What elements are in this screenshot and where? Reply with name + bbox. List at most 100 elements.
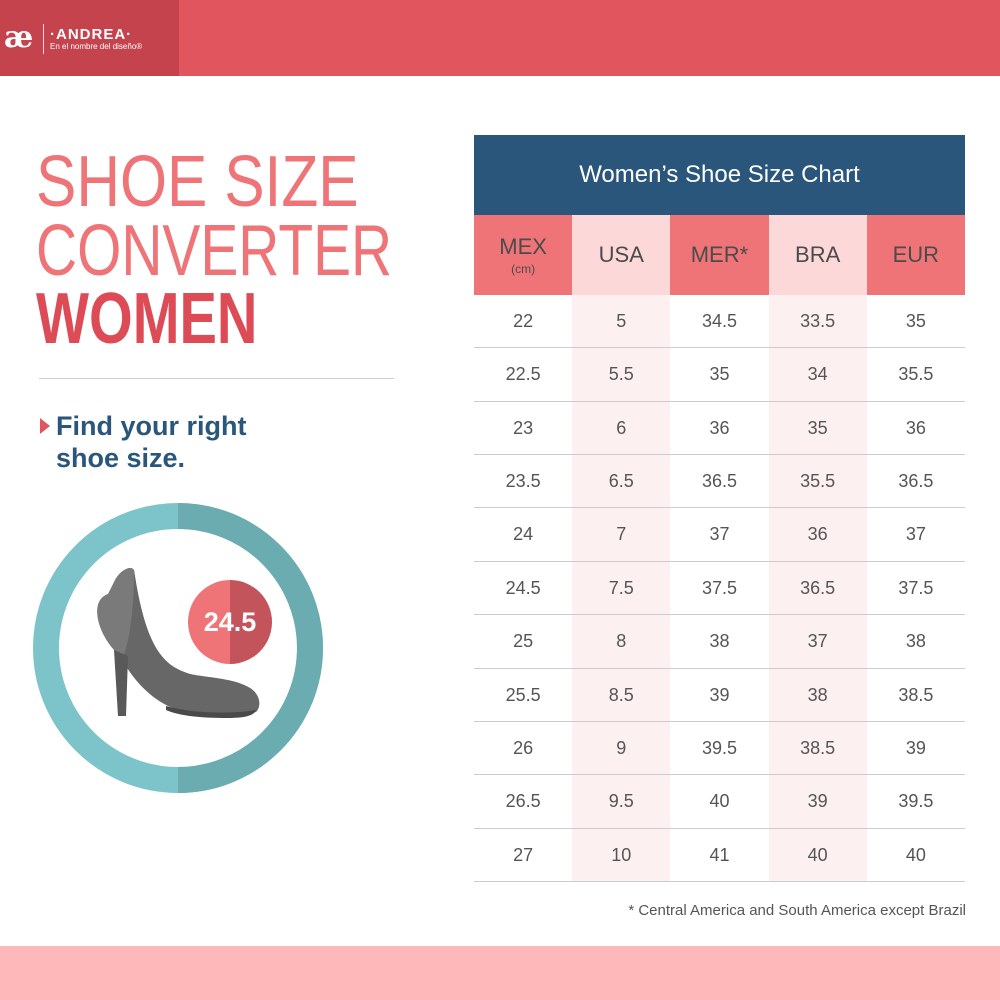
chart-body: 22 5 34.5 33.5 35 22.5 5.5 35 34 35.5 23 6 36 35 36 23.…	[474, 295, 965, 882]
table-cell: 26.5	[505, 791, 541, 812]
header-usa: USA	[572, 215, 671, 295]
table-cell: 27	[513, 844, 534, 865]
table-cell: 37	[905, 524, 926, 545]
header-mex: MEX (cm)	[474, 215, 573, 295]
table-cell: 37.5	[898, 577, 934, 598]
table-cell: 35.5	[800, 471, 836, 492]
table-cell: 23	[513, 417, 534, 438]
header-label: BRA	[795, 242, 841, 267]
table-cell: 33.5	[800, 311, 836, 331]
title-divider	[39, 378, 394, 379]
table-cell: 35	[709, 364, 730, 385]
brand-tagline: En el nombre del diseño®	[50, 42, 143, 51]
table-cell: 38	[807, 684, 828, 705]
header-label: EUR	[892, 242, 940, 267]
table-cell: 35	[807, 417, 828, 438]
table-cell: 34	[807, 364, 828, 385]
find-size-text: Find your right shoe size.	[56, 411, 247, 473]
table-cell: 39	[709, 684, 730, 705]
table-cell: 39.5	[898, 791, 934, 812]
table-cell: 9.5	[608, 791, 634, 812]
size-chart: Women’s Shoe Size Chart MEX (cm) USA MER…	[474, 135, 965, 882]
brand-name: ·ANDREA·	[50, 26, 133, 43]
chart-header-row: MEX (cm) USA MER* BRA EUR	[474, 215, 965, 295]
brand-logo[interactable]: æ ·ANDREA· En el nombre del diseño®	[0, 0, 179, 76]
table-row: 23.5 6.5 36.5 35.5 36.5	[474, 455, 965, 509]
header-eur: EUR	[866, 215, 965, 295]
table-cell: 22.5	[505, 364, 541, 385]
table-cell: 36	[807, 524, 828, 545]
table-cell: 10	[611, 844, 632, 865]
header-bra: BRA	[768, 215, 867, 295]
table-cell: 38.5	[800, 737, 836, 758]
table-row: 22 5 34.5 33.5 35	[474, 295, 965, 349]
table-cell: 37	[709, 524, 730, 545]
table-cell: 38	[709, 631, 730, 652]
table-cell: 37.5	[701, 577, 737, 598]
table-cell: 41	[709, 844, 730, 865]
size-ring	[33, 503, 323, 793]
table-cell: 7	[616, 524, 627, 545]
logo-divider	[43, 24, 44, 54]
header-mer: MER*	[670, 215, 769, 295]
table-cell: 8.5	[608, 684, 634, 705]
table-row: 25.5 8.5 39 38 38.5	[474, 669, 965, 722]
table-cell: 36.5	[898, 471, 934, 492]
table-cell: 9	[616, 737, 627, 758]
table-cell: 25.5	[505, 684, 541, 705]
badge-value: 24.5	[203, 607, 257, 637]
title-line-1: SHOE SIZE	[36, 142, 359, 222]
header-label: MEX	[499, 234, 547, 259]
table-cell: 36	[905, 417, 926, 438]
table-cell: 6	[616, 417, 627, 438]
title-line-2: CONVERTER	[36, 211, 393, 291]
table-row: 23 6 36 35 36	[474, 402, 965, 456]
table-cell: 37	[807, 631, 828, 652]
brand-mark-icon: æ	[4, 20, 33, 55]
title-line-3: WOMEN	[36, 279, 258, 359]
table-row: 24.5 7.5 37.5 36.5 37.5	[474, 562, 965, 616]
table-cell: 39.5	[701, 737, 737, 758]
table-cell: 36	[709, 417, 730, 438]
table-cell: 25	[513, 631, 534, 652]
table-row: 26.5 9.5 40 39 39.5	[474, 775, 965, 829]
table-row: 27 10 41 40 40	[474, 829, 965, 882]
table-cell: 5	[616, 311, 627, 331]
table-cell: 38	[905, 631, 926, 652]
table-cell: 22	[513, 311, 534, 331]
header-label: MER*	[690, 242, 749, 267]
table-row: 26 9 39.5 38.5 39	[474, 722, 965, 776]
table-cell: 35	[905, 311, 926, 331]
chart-title: Women’s Shoe Size Chart	[474, 135, 965, 215]
table-cell: 8	[616, 631, 627, 652]
header-label: USA	[598, 242, 644, 267]
table-cell: 6.5	[608, 471, 634, 492]
top-bar: æ ·ANDREA· En el nombre del diseño®	[0, 0, 1000, 76]
table-cell: 23.5	[505, 471, 541, 492]
table-row: 24 7 37 36 37	[474, 508, 965, 562]
table-cell: 36.5	[701, 471, 737, 492]
table-cell: 35.5	[898, 364, 934, 385]
table-cell: 26	[513, 737, 534, 758]
table-cell: 36.5	[800, 577, 836, 598]
table-cell: 5.5	[608, 364, 634, 385]
table-cell: 38.5	[898, 684, 934, 705]
table-cell: 34.5	[701, 311, 737, 331]
table-cell: 39	[905, 737, 926, 758]
table-cell: 24	[513, 524, 534, 545]
usa-column-stripe	[572, 295, 671, 882]
table-cell: 40	[807, 844, 828, 865]
table-row: 25 8 38 37 38	[474, 615, 965, 669]
bra-column-stripe	[768, 295, 867, 882]
footnote: * Central America and South America exce…	[628, 902, 966, 919]
ring-right-half	[177, 503, 323, 793]
table-row: 22.5 5.5 35 34 35.5	[474, 348, 965, 402]
table-cell: 24.5	[505, 577, 541, 598]
table-cell: 39	[807, 791, 828, 812]
table-cell: 40	[905, 844, 926, 865]
header-sublabel: (cm)	[511, 262, 536, 276]
size-badge: 24.5	[188, 580, 272, 664]
bottom-bar	[0, 946, 1000, 1000]
triangle-arrow-icon	[40, 418, 50, 434]
table-cell: 40	[709, 791, 730, 812]
